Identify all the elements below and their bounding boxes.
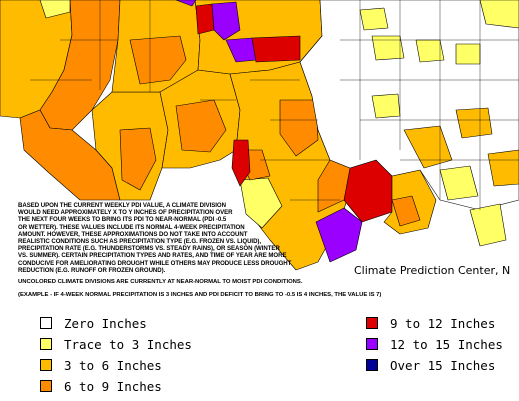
legend-swatch bbox=[366, 338, 378, 350]
region-east-texas-purple bbox=[315, 207, 363, 263]
legend-swatch bbox=[40, 317, 52, 329]
legend-swatch bbox=[366, 317, 378, 329]
region-east-yellow-6 bbox=[439, 165, 479, 201]
note-line: REDUCTION (E.G. RUNOFF OR FROZEN GROUND)… bbox=[18, 266, 166, 274]
legend-item-6-9: 6 to 9 Inches bbox=[40, 378, 162, 394]
drought-precip-map bbox=[0, 0, 519, 271]
region-east-orange-3 bbox=[487, 149, 519, 187]
legend-item-3-6: 3 to 6 Inches bbox=[40, 357, 162, 373]
legend-swatch bbox=[40, 359, 52, 371]
legend-item-over-15: Over 15 Inches bbox=[366, 357, 495, 373]
region-texas-yellow bbox=[239, 177, 283, 229]
legend-item-trace: Trace to 3 Inches bbox=[40, 336, 192, 352]
note-line: BASED UPON THE CURRENT WEEKLY PDI VALUE,… bbox=[18, 202, 226, 209]
note-line: VS. SUMMER). CERTAIN PRECIPITATION TYPES… bbox=[18, 252, 287, 260]
region-nm-orange bbox=[175, 99, 227, 153]
footnote-example: (EXAMPLE - IF 4-WEEK NORMAL PRECIPITATIO… bbox=[18, 292, 382, 298]
note-line: WOULD NEED APPROXIMATELY X TO Y INCHES O… bbox=[18, 209, 233, 217]
legend-label: 9 to 12 Inches bbox=[390, 315, 496, 331]
note-line: CONDUCIVE FOR AMELIORATING DROUGHT WHILE… bbox=[18, 259, 292, 267]
region-plains-purple-1 bbox=[211, 1, 241, 41]
legend-label: 12 to 15 Inches bbox=[390, 336, 503, 352]
region-rockies-orange bbox=[129, 35, 187, 85]
legend-item-zero: Zero Inches bbox=[40, 315, 147, 331]
region-plains-red-2 bbox=[251, 35, 301, 63]
note-line: PRECIPITATION RATE (E.G. THUNDERSTORMS V… bbox=[18, 245, 280, 253]
legend-label: Zero Inches bbox=[64, 315, 147, 331]
legend-item-12-15: 12 to 15 Inches bbox=[366, 336, 503, 352]
map-regions bbox=[0, 0, 519, 271]
region-east-texas-red bbox=[343, 159, 393, 223]
region-east-yellow-5 bbox=[359, 7, 389, 31]
legend-swatch bbox=[40, 380, 52, 392]
legend-item-9-12: 9 to 12 Inches bbox=[366, 315, 495, 331]
region-plains-red-1 bbox=[195, 3, 215, 35]
legend-swatch bbox=[40, 338, 52, 350]
division-lines bbox=[30, 0, 519, 210]
region-west-yellow bbox=[39, 0, 71, 19]
region-texas-orange-central bbox=[279, 99, 319, 157]
legend-label: Over 15 Inches bbox=[390, 357, 496, 373]
region-east-yellow-3 bbox=[455, 43, 481, 65]
legend-label: Trace to 3 Inches bbox=[64, 336, 192, 352]
region-arizona-south bbox=[119, 127, 157, 191]
region-east-yellow-7 bbox=[469, 203, 507, 247]
region-east-yellow-4 bbox=[479, 0, 519, 29]
map-note: BASED UPON THE CURRENT WEEKLY PDI VALUE,… bbox=[18, 202, 318, 274]
legend-label: 3 to 6 Inches bbox=[64, 357, 162, 373]
map-credit: Climate Prediction Center, N bbox=[354, 264, 511, 277]
region-east-yellow-8 bbox=[371, 93, 401, 119]
region-plains-purple-top bbox=[175, 0, 197, 7]
region-east-yellow-1 bbox=[371, 35, 405, 61]
note-line: THE NEXT FOUR WEEKS TO BRING ITS PDI TO … bbox=[18, 216, 227, 224]
region-louisiana-orange bbox=[391, 195, 421, 227]
legend-label: 6 to 9 Inches bbox=[64, 378, 162, 394]
note-line: REALISTIC CONDITIONS SUCH AS PRECIPITATI… bbox=[18, 238, 262, 246]
footnote-uncolored: UNCOLORED CLIMATE DIVISIONS ARE CURRENTL… bbox=[18, 279, 303, 285]
region-texas-red bbox=[231, 139, 251, 187]
note-line: OR WETTER). THESE VALUES INCLUDE ITS NOR… bbox=[18, 223, 245, 231]
region-east-orange-2 bbox=[455, 107, 493, 139]
legend-swatch bbox=[366, 359, 378, 371]
note-line: AMOUNT. HOWEVER, THESE APPROXIMATIONS DO… bbox=[18, 230, 248, 238]
